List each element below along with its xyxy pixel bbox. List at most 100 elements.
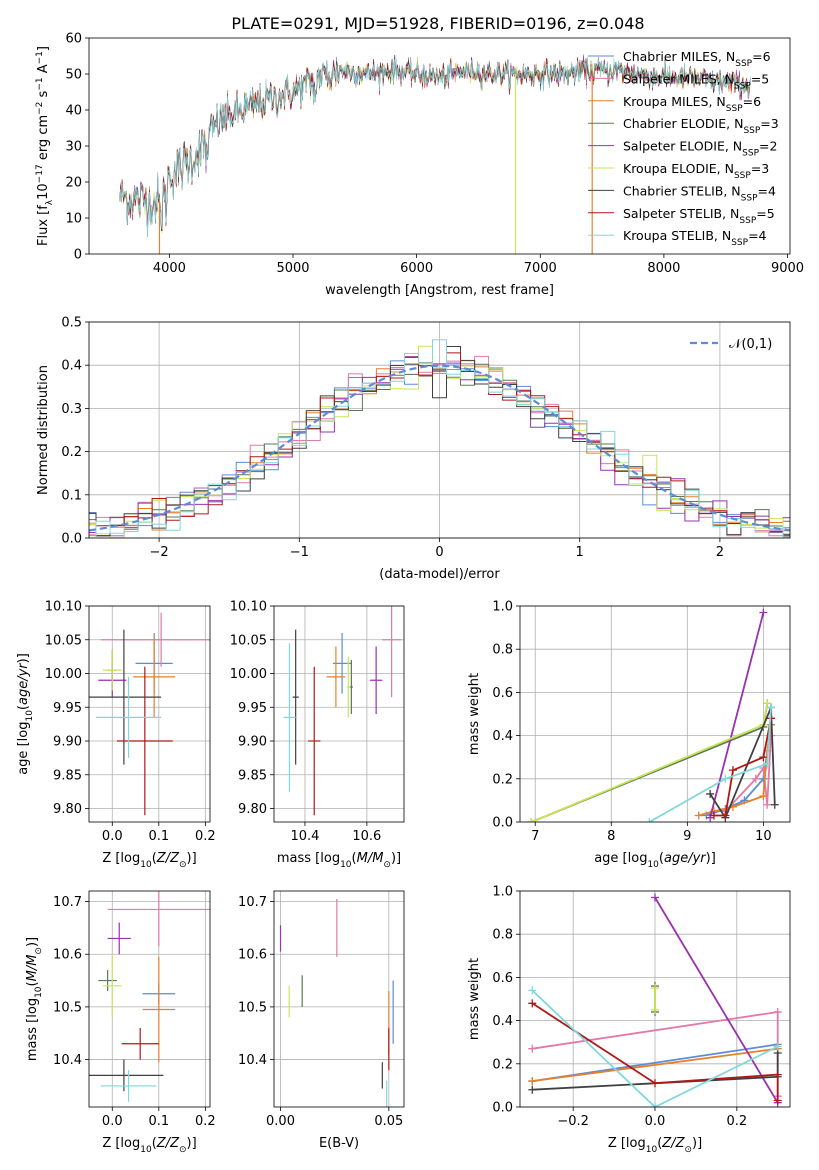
axes-frame [88,605,211,823]
errorbar-point [100,1070,157,1102]
x-tick-label: 7 [531,829,539,844]
age_vs_mass-panel: 10.4 10.6 9.80 9.85 9.90 9.95 10.00 10.05 10.10 m… [230,600,405,870]
y-tick-label: 10.6 [53,948,82,963]
y-tick-label: 9.80 [53,802,82,817]
errorbar-point [102,649,122,691]
mass-weight-marker [763,699,772,708]
mass-weight-series [651,984,659,1014]
errorbar-point [95,676,162,758]
mass_vs_ebv-panel: 0.00 0.05 10.4 10.5 10.6 10.7 E(B-V) [238,890,405,1151]
x-tick-label: 0.1 [148,829,169,844]
mass-weight-marker [651,1079,659,1088]
y-tick-label: 0.0 [61,532,82,547]
mw_vs_Z-panel: −0.2 0.0 0.2 0.0 0.2 0.4 0.6 0.8 1.0 Z [log10(Z/Z… [467,885,791,1155]
y-axis-label: mass weight [467,958,482,1040]
errorbar-point [382,606,401,698]
x-tick-label: −0.2 [557,1114,589,1129]
mass-weight-marker [759,608,768,617]
mass-weight-marker [528,1085,537,1094]
x-tick-label: 0.2 [195,829,216,844]
figure-title: PLATE=0291, MJD=51928, FIBERID=0196, z=0… [231,14,644,33]
mass-weight-marker [651,1103,659,1107]
x-tick-label: 6000 [400,261,433,276]
y-tick-label: 10.7 [53,895,82,910]
errorbar-point [308,666,321,816]
x-axis-label: Z [log10(Z/Z⊙)] [102,1136,196,1155]
errorbar-point [116,666,173,816]
y-axis-label: mass weight [467,673,482,755]
mass-weight-marker [721,811,730,820]
gaussian-curve [89,364,790,532]
x-tick-label: −2 [150,545,169,560]
y-tick-label: 0.6 [492,686,513,701]
y-tick-label: 50 [65,68,82,83]
y-tick-label: 10.4 [238,1053,267,1068]
axes-frame [519,605,791,823]
mass-weight-line [648,707,772,822]
y-tick-label: 0.2 [61,445,82,460]
mass-weight-series [651,893,782,1107]
y-tick-label: 0.0 [492,1101,513,1116]
x-tick-label: 1 [576,545,584,560]
mass-weight-marker [751,774,760,783]
x-axis-label: age [log10(age/yr)] [594,851,716,870]
mass-weight-marker [759,792,768,801]
mass-weight-line [654,897,779,1104]
mass-weight-marker [759,753,768,762]
errorbar-point [142,956,176,1063]
mass-weight-marker [728,766,737,775]
legend-entry: Salpeter STELIB, NSSP=5 [623,206,775,226]
y-tick-label: 10.00 [230,667,267,682]
y-tick-label: 9.95 [238,701,267,716]
y-tick-label: 0.2 [492,772,513,787]
x-tick-label: 5000 [276,261,309,276]
y-axis-label: mass [log10(M/M⊙)] [25,937,44,1061]
y-tick-label: 9.90 [53,735,82,750]
axes-frame [88,321,791,539]
y-tick-label: 10.5 [53,1000,82,1015]
y-tick-label: 9.85 [53,768,82,783]
y-tick-label: 10.00 [45,667,82,682]
errorbar-point [100,612,210,667]
mass-weight-marker [721,774,730,783]
errorbar-point [107,922,131,955]
y-tick-label: 0.0 [492,816,513,831]
y-axis-label: Flux [fλ10−17 erg cm−2 s−1 A−1] [35,46,55,246]
mass-weight-marker [766,703,775,712]
x-tick-label: 0.05 [374,1114,403,1129]
mass-weight-series [528,999,782,1105]
mass-weight-marker [651,893,659,902]
mass_vs_Z-panel: 0.0 0.1 0.2 10.4 10.5 10.6 10.7 Z [log10(Z/Z⊙)]… [25,890,216,1155]
errorbar-point [133,636,176,718]
x-axis-label: mass [log10(M/M⊙)] [277,851,401,870]
y-tick-label: 9.90 [238,735,267,750]
mass-weight-marker [763,800,772,809]
x-tick-label: 7000 [524,261,557,276]
legend-entry: Chabrier ELODIE, NSSP=3 [623,116,779,136]
y-tick-label: 0.3 [61,402,82,417]
errorbar-point [369,646,383,714]
y-tick-label: 0.6 [492,971,513,986]
y-tick-label: 1.0 [492,600,513,615]
x-tick-label: 9000 [771,261,804,276]
mass-weight-line [709,707,776,820]
y-tick-label: 9.85 [238,768,267,783]
errorbar-point [107,891,210,947]
mass-weight-marker [770,800,779,809]
errorbar-point [89,629,162,765]
y-tick-label: 10.05 [230,633,267,648]
axes-frame [273,890,405,1108]
mass-weight-line [531,1002,779,1101]
axes-frame [273,605,405,823]
histogram-kroupa-stelib [89,339,790,538]
x-tick-label: 9 [683,829,691,844]
x-tick-label: 2 [716,545,724,560]
mass-weight-marker [528,1044,537,1053]
x-tick-label: 8000 [647,261,680,276]
y-tick-label: 0.8 [492,643,513,658]
y-tick-label: 40 [65,104,82,119]
x-tick-label: 10 [755,829,772,844]
x-tick-label: 0.0 [102,1114,123,1129]
errorbar-point [102,954,122,1018]
